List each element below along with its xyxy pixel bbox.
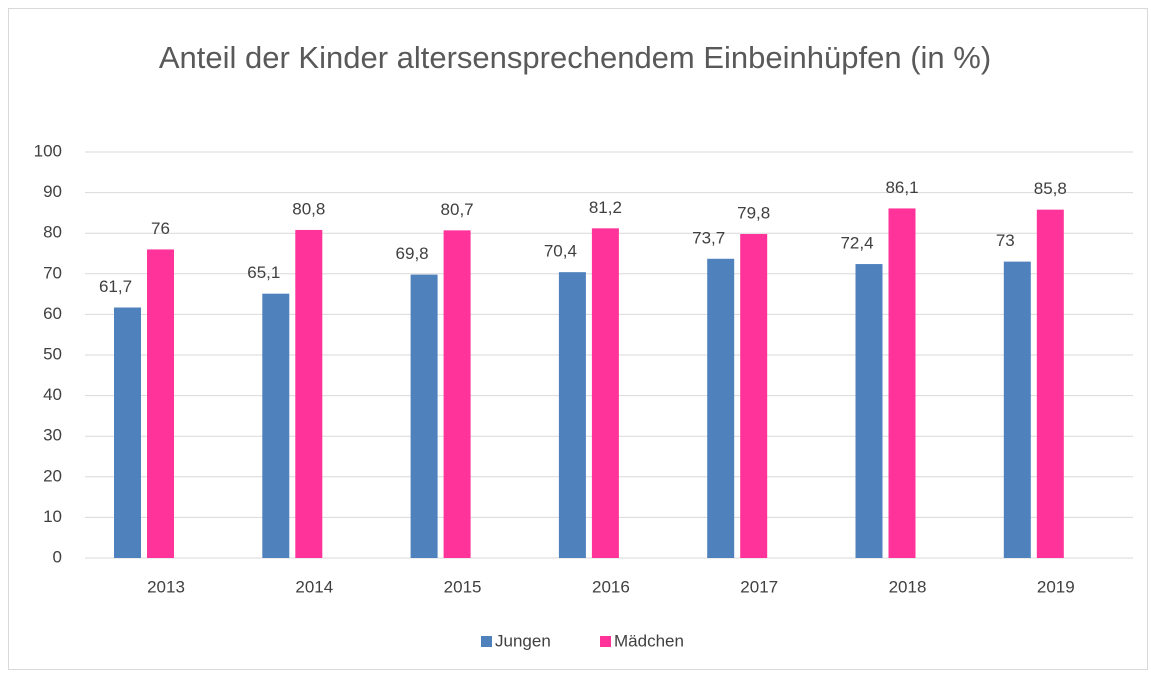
legend-label: Mädchen [614, 631, 684, 650]
bar [262, 293, 290, 558]
y-tick-label: 40 [43, 385, 62, 404]
y-tick-label: 60 [43, 304, 62, 323]
y-tick-label: 50 [43, 344, 62, 363]
bar [888, 208, 916, 558]
y-tick-label: 10 [43, 507, 62, 526]
bar [114, 307, 141, 558]
legend-swatch [481, 636, 492, 647]
x-tick-label: 2015 [444, 577, 482, 596]
bar [147, 249, 174, 558]
y-tick-label: 90 [43, 182, 62, 201]
value-label: 65,1 [247, 263, 280, 282]
x-tick-label: 2018 [889, 577, 927, 596]
value-label: 86,1 [885, 178, 918, 197]
value-label: 73 [996, 231, 1015, 250]
y-tick-label: 100 [34, 141, 62, 160]
x-tick-label: 2016 [592, 577, 630, 596]
y-tick-label: 20 [43, 466, 62, 485]
x-tick-label: 2014 [295, 577, 333, 596]
y-tick-label: 30 [43, 426, 62, 445]
bar [410, 274, 438, 558]
value-label: 81,2 [589, 198, 622, 217]
legend-swatch [600, 636, 611, 647]
bar [295, 229, 323, 558]
value-label: 69,8 [396, 244, 429, 263]
chart-border [8, 8, 1148, 670]
value-label: 76 [151, 219, 170, 238]
y-tick-label: 0 [53, 547, 62, 566]
legend-label: Jungen [495, 631, 551, 650]
bar [1003, 261, 1031, 558]
bar [740, 234, 768, 558]
value-label: 61,7 [99, 277, 132, 296]
bar [855, 264, 883, 558]
value-label: 79,8 [737, 203, 770, 222]
value-label: 80,8 [292, 199, 325, 218]
bar [558, 272, 586, 558]
value-label: 73,7 [692, 228, 725, 247]
value-label: 72,4 [840, 234, 873, 253]
bar [707, 258, 735, 558]
value-label: 80,7 [441, 200, 474, 219]
value-label: 85,8 [1034, 179, 1067, 198]
y-tick-label: 70 [43, 263, 62, 282]
x-tick-label: 2019 [1037, 577, 1075, 596]
x-tick-label: 2017 [740, 577, 778, 596]
x-tick-label: 2013 [147, 577, 185, 596]
bar [1036, 209, 1064, 559]
value-label: 70,4 [544, 242, 577, 261]
bar [591, 228, 619, 558]
chart-title: Anteil der Kinder altersensprechendem Ei… [158, 40, 992, 75]
bar [443, 230, 471, 558]
y-tick-label: 80 [43, 223, 62, 242]
